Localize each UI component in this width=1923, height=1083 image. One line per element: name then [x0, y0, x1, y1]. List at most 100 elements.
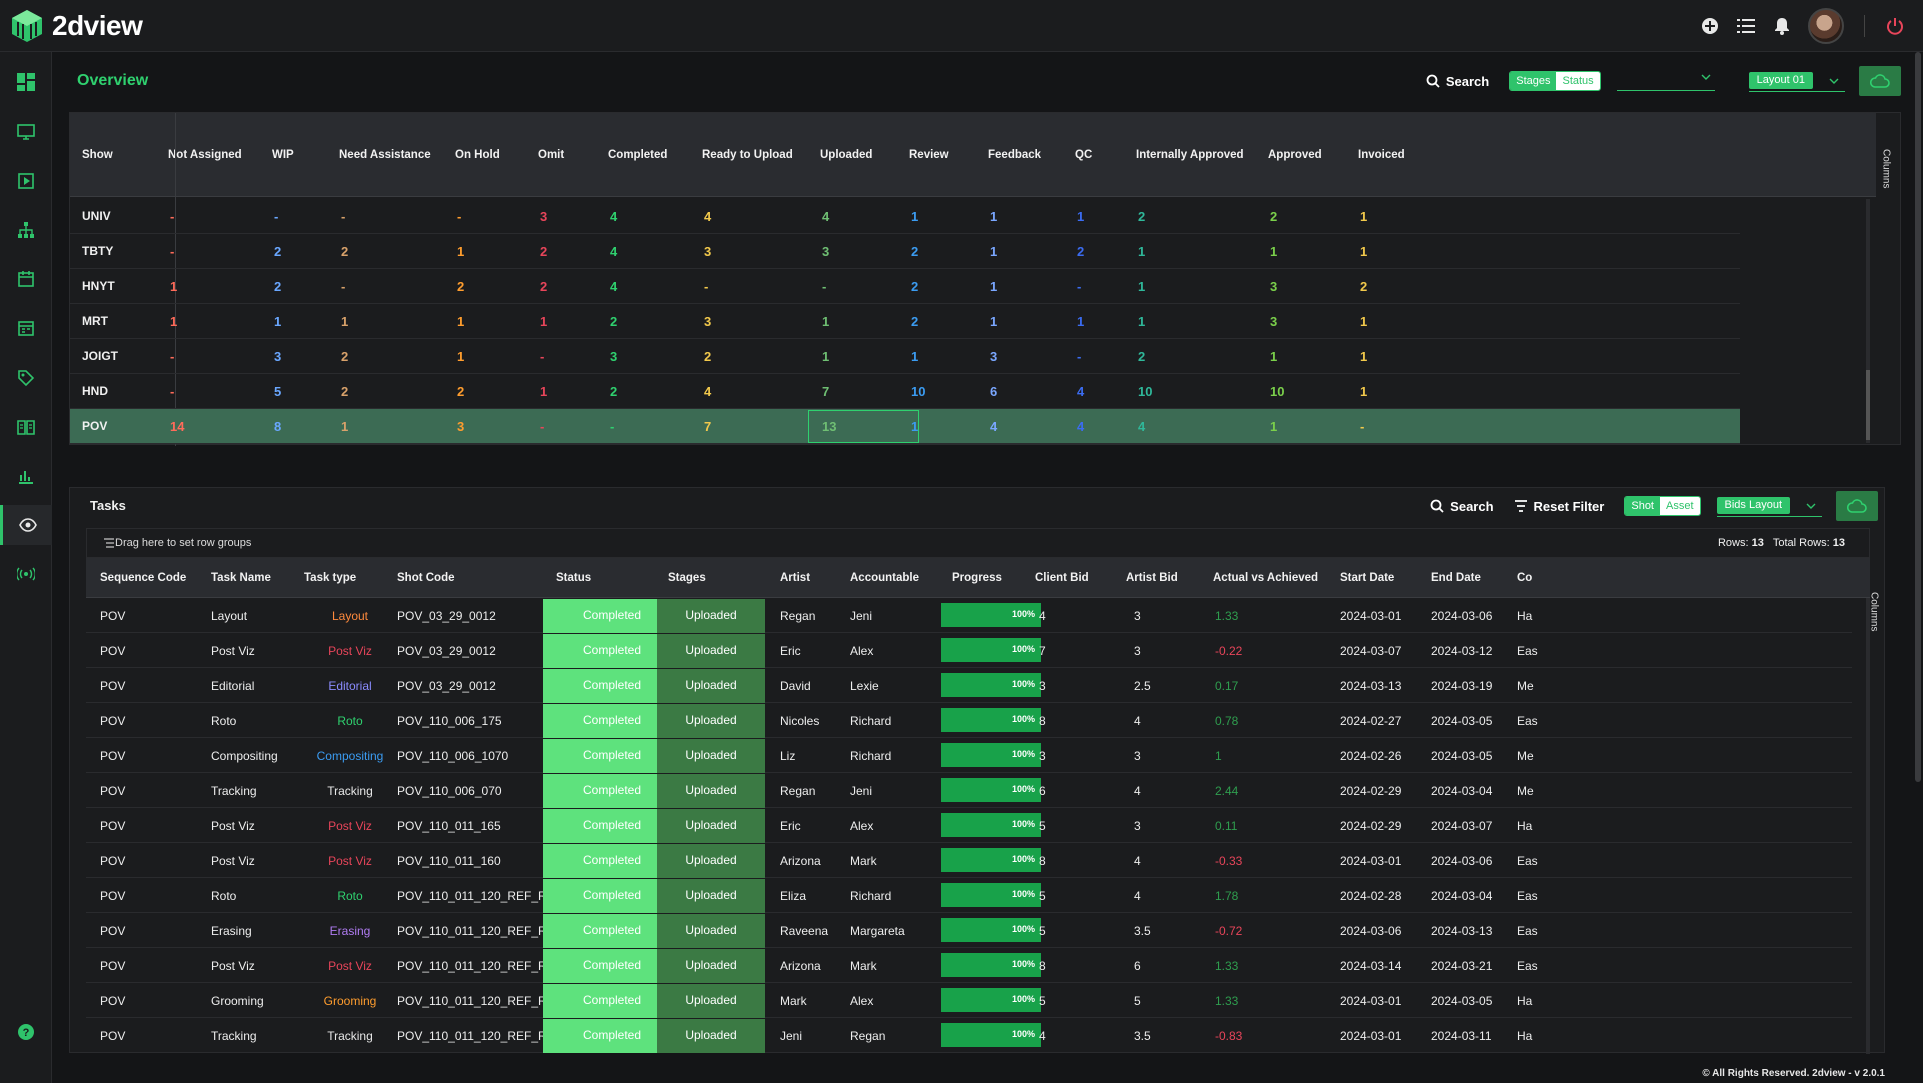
tasks-search-button[interactable]: Search [1430, 499, 1494, 514]
overview-column-header[interactable]: Internally Approved [1136, 149, 1244, 161]
layout-select[interactable]: Layout 01 [1748, 70, 1845, 92]
overview-count-cell[interactable]: 1 [1360, 314, 1368, 329]
overview-count-cell[interactable]: - [341, 209, 346, 224]
list-icon[interactable] [1728, 8, 1764, 44]
add-circle-icon[interactable] [1692, 8, 1728, 44]
toggle-asset[interactable]: Asset [1660, 497, 1700, 515]
overview-count-cell[interactable]: 2 [457, 279, 465, 294]
cloud-upload-button[interactable] [1859, 66, 1901, 96]
tasks-columns-tab[interactable]: Columns [1864, 592, 1884, 631]
table-row[interactable]: POV Editorial Editorial POV_03_29_0012 Compl… [86, 668, 1852, 703]
overview-count-cell[interactable]: 4 [1138, 419, 1146, 434]
table-row[interactable]: POV Post Viz Post Viz POV_03_29_0012 Complet… [86, 633, 1852, 668]
overview-count-cell[interactable]: 1 [1360, 349, 1368, 364]
overview-count-cell[interactable]: 2 [457, 384, 465, 399]
overview-row[interactable]: UNIV - - - - 3 4 4 4 1 1 1 2 2 1 [70, 199, 1740, 234]
eye-icon[interactable] [0, 505, 52, 545]
overview-column-header[interactable]: WIP [272, 149, 294, 161]
reset-filter-button[interactable]: Reset Filter [1514, 499, 1604, 514]
overview-count-cell[interactable]: 1 [822, 349, 830, 364]
overview-count-cell[interactable]: 4 [1077, 384, 1085, 399]
toggle-stages[interactable]: Stages [1510, 72, 1557, 90]
table-row[interactable]: POV Tracking Tracking POV_110_011_120_REF_R… [86, 1018, 1852, 1053]
stages-status-toggle[interactable]: Stages Status [1509, 71, 1601, 91]
overview-count-cell[interactable]: 1 [1270, 244, 1278, 259]
overview-count-cell[interactable]: 1 [1360, 244, 1368, 259]
overview-count-cell[interactable]: 2 [341, 384, 349, 399]
overview-count-cell[interactable]: 3 [457, 419, 465, 434]
table-row[interactable]: POV Compositing Compositing POV_110_006_107… [86, 738, 1852, 773]
overview-count-cell[interactable]: 1 [1360, 384, 1368, 399]
stage-cell[interactable]: Uploaded [657, 599, 765, 633]
overview-count-cell[interactable]: 2 [540, 279, 548, 294]
overview-row[interactable]: HND - 5 2 2 1 2 4 7 10 6 4 10 10 1 [70, 374, 1740, 409]
overview-count-cell[interactable]: 1 [911, 419, 919, 434]
calendar-icon[interactable] [0, 259, 52, 299]
overview-count-cell[interactable]: 4 [610, 244, 618, 259]
table-row[interactable]: POV Erasing Erasing POV_110_011_120_REF_RP4… [86, 913, 1852, 948]
book-icon[interactable] [0, 407, 52, 447]
overview-column-header[interactable]: Ready to Upload [702, 149, 793, 161]
overview-row[interactable]: HNYT 1 2 - 2 2 4 - - 2 1 - 1 3 2 [70, 269, 1740, 304]
table-row[interactable]: POV Post Viz Post Viz POV_110_011_160 Comple… [86, 843, 1852, 878]
tag-icon[interactable] [0, 358, 52, 398]
shot-asset-toggle[interactable]: Shot Asset [1624, 496, 1701, 516]
table-row[interactable]: POV Tracking Tracking POV_110_006_070 Comple… [86, 773, 1852, 808]
overview-count-cell[interactable]: 2 [610, 384, 618, 399]
stage-cell[interactable]: Uploaded [657, 634, 765, 668]
overview-count-cell[interactable]: 13 [822, 419, 837, 434]
overview-count-cell[interactable]: 10 [911, 384, 926, 399]
overview-count-cell[interactable]: - [1077, 279, 1082, 294]
overview-count-cell[interactable]: 2 [1077, 244, 1085, 259]
overview-count-cell[interactable]: 1 [1270, 349, 1278, 364]
overview-count-cell[interactable]: 4 [610, 209, 618, 224]
overview-count-cell[interactable]: 2 [911, 314, 919, 329]
stage-cell[interactable]: Uploaded [657, 984, 765, 1018]
table-row[interactable]: POV Layout Layout POV_03_29_0012 Completed Up… [86, 598, 1852, 633]
stage-cell[interactable]: Uploaded [657, 879, 765, 913]
overview-count-cell[interactable]: 1 [1360, 209, 1368, 224]
overview-count-cell[interactable]: 4 [1077, 419, 1085, 434]
overview-column-header[interactable]: Invoiced [1358, 149, 1405, 161]
overview-count-cell[interactable]: 2 [610, 314, 618, 329]
overview-count-cell[interactable]: - [540, 419, 545, 434]
overview-count-cell[interactable]: 4 [704, 384, 712, 399]
overview-count-cell[interactable]: 2 [1270, 209, 1278, 224]
stage-cell[interactable]: Uploaded [657, 669, 765, 703]
stage-cell[interactable]: Uploaded [657, 949, 765, 983]
overview-count-cell[interactable]: 1 [457, 349, 465, 364]
overview-count-cell[interactable]: 2 [911, 244, 919, 259]
overview-count-cell[interactable]: 1 [1270, 419, 1278, 434]
hierarchy-icon[interactable] [0, 210, 52, 250]
overview-count-cell[interactable]: - [540, 349, 545, 364]
overview-count-cell[interactable]: 7 [822, 384, 830, 399]
overview-count-cell[interactable]: 1 [540, 314, 548, 329]
overview-count-cell[interactable]: 3 [1270, 279, 1278, 294]
overview-count-cell[interactable]: 1 [1138, 314, 1146, 329]
row-group-bar[interactable]: Drag here to set row groups Rows: 13 Tot… [86, 528, 1870, 558]
tasks-column-header[interactable]: Client Bid [1035, 572, 1089, 584]
stage-cell[interactable]: Uploaded [657, 739, 765, 773]
tasks-column-header[interactable]: Artist [780, 572, 811, 584]
tasks-column-header[interactable]: Status [556, 572, 592, 584]
overview-count-cell[interactable]: 2 [341, 349, 349, 364]
overview-count-cell[interactable]: 2 [704, 349, 712, 364]
overview-count-cell[interactable]: 3 [822, 244, 830, 259]
overview-count-cell[interactable]: 2 [341, 244, 349, 259]
overview-column-header[interactable]: Omit [538, 149, 565, 161]
bell-icon[interactable] [1764, 8, 1800, 44]
overview-row[interactable]: JOIGT - 3 2 1 - 3 2 1 1 3 - 2 1 1 [70, 339, 1740, 374]
overview-column-header[interactable]: On Hold [455, 149, 500, 161]
tasks-column-header[interactable]: Shot Code [397, 572, 455, 584]
stage-cell[interactable]: Uploaded [657, 704, 765, 738]
overview-count-cell[interactable]: 1 [822, 314, 830, 329]
overview-column-header[interactable]: Feedback [988, 149, 1042, 161]
tasks-cloud-button[interactable] [1836, 491, 1878, 521]
table-row[interactable]: POV Post Viz Post Viz POV_110_011_120_REF_R… [86, 948, 1852, 983]
help-icon[interactable]: ? [0, 1012, 52, 1052]
overview-count-cell[interactable]: 10 [1270, 384, 1285, 399]
overview-count-cell[interactable]: - [170, 244, 175, 259]
overview-scrollbar-track[interactable] [1866, 199, 1870, 443]
overview-count-cell[interactable]: - [170, 209, 175, 224]
overview-count-cell[interactable]: 1 [341, 314, 349, 329]
